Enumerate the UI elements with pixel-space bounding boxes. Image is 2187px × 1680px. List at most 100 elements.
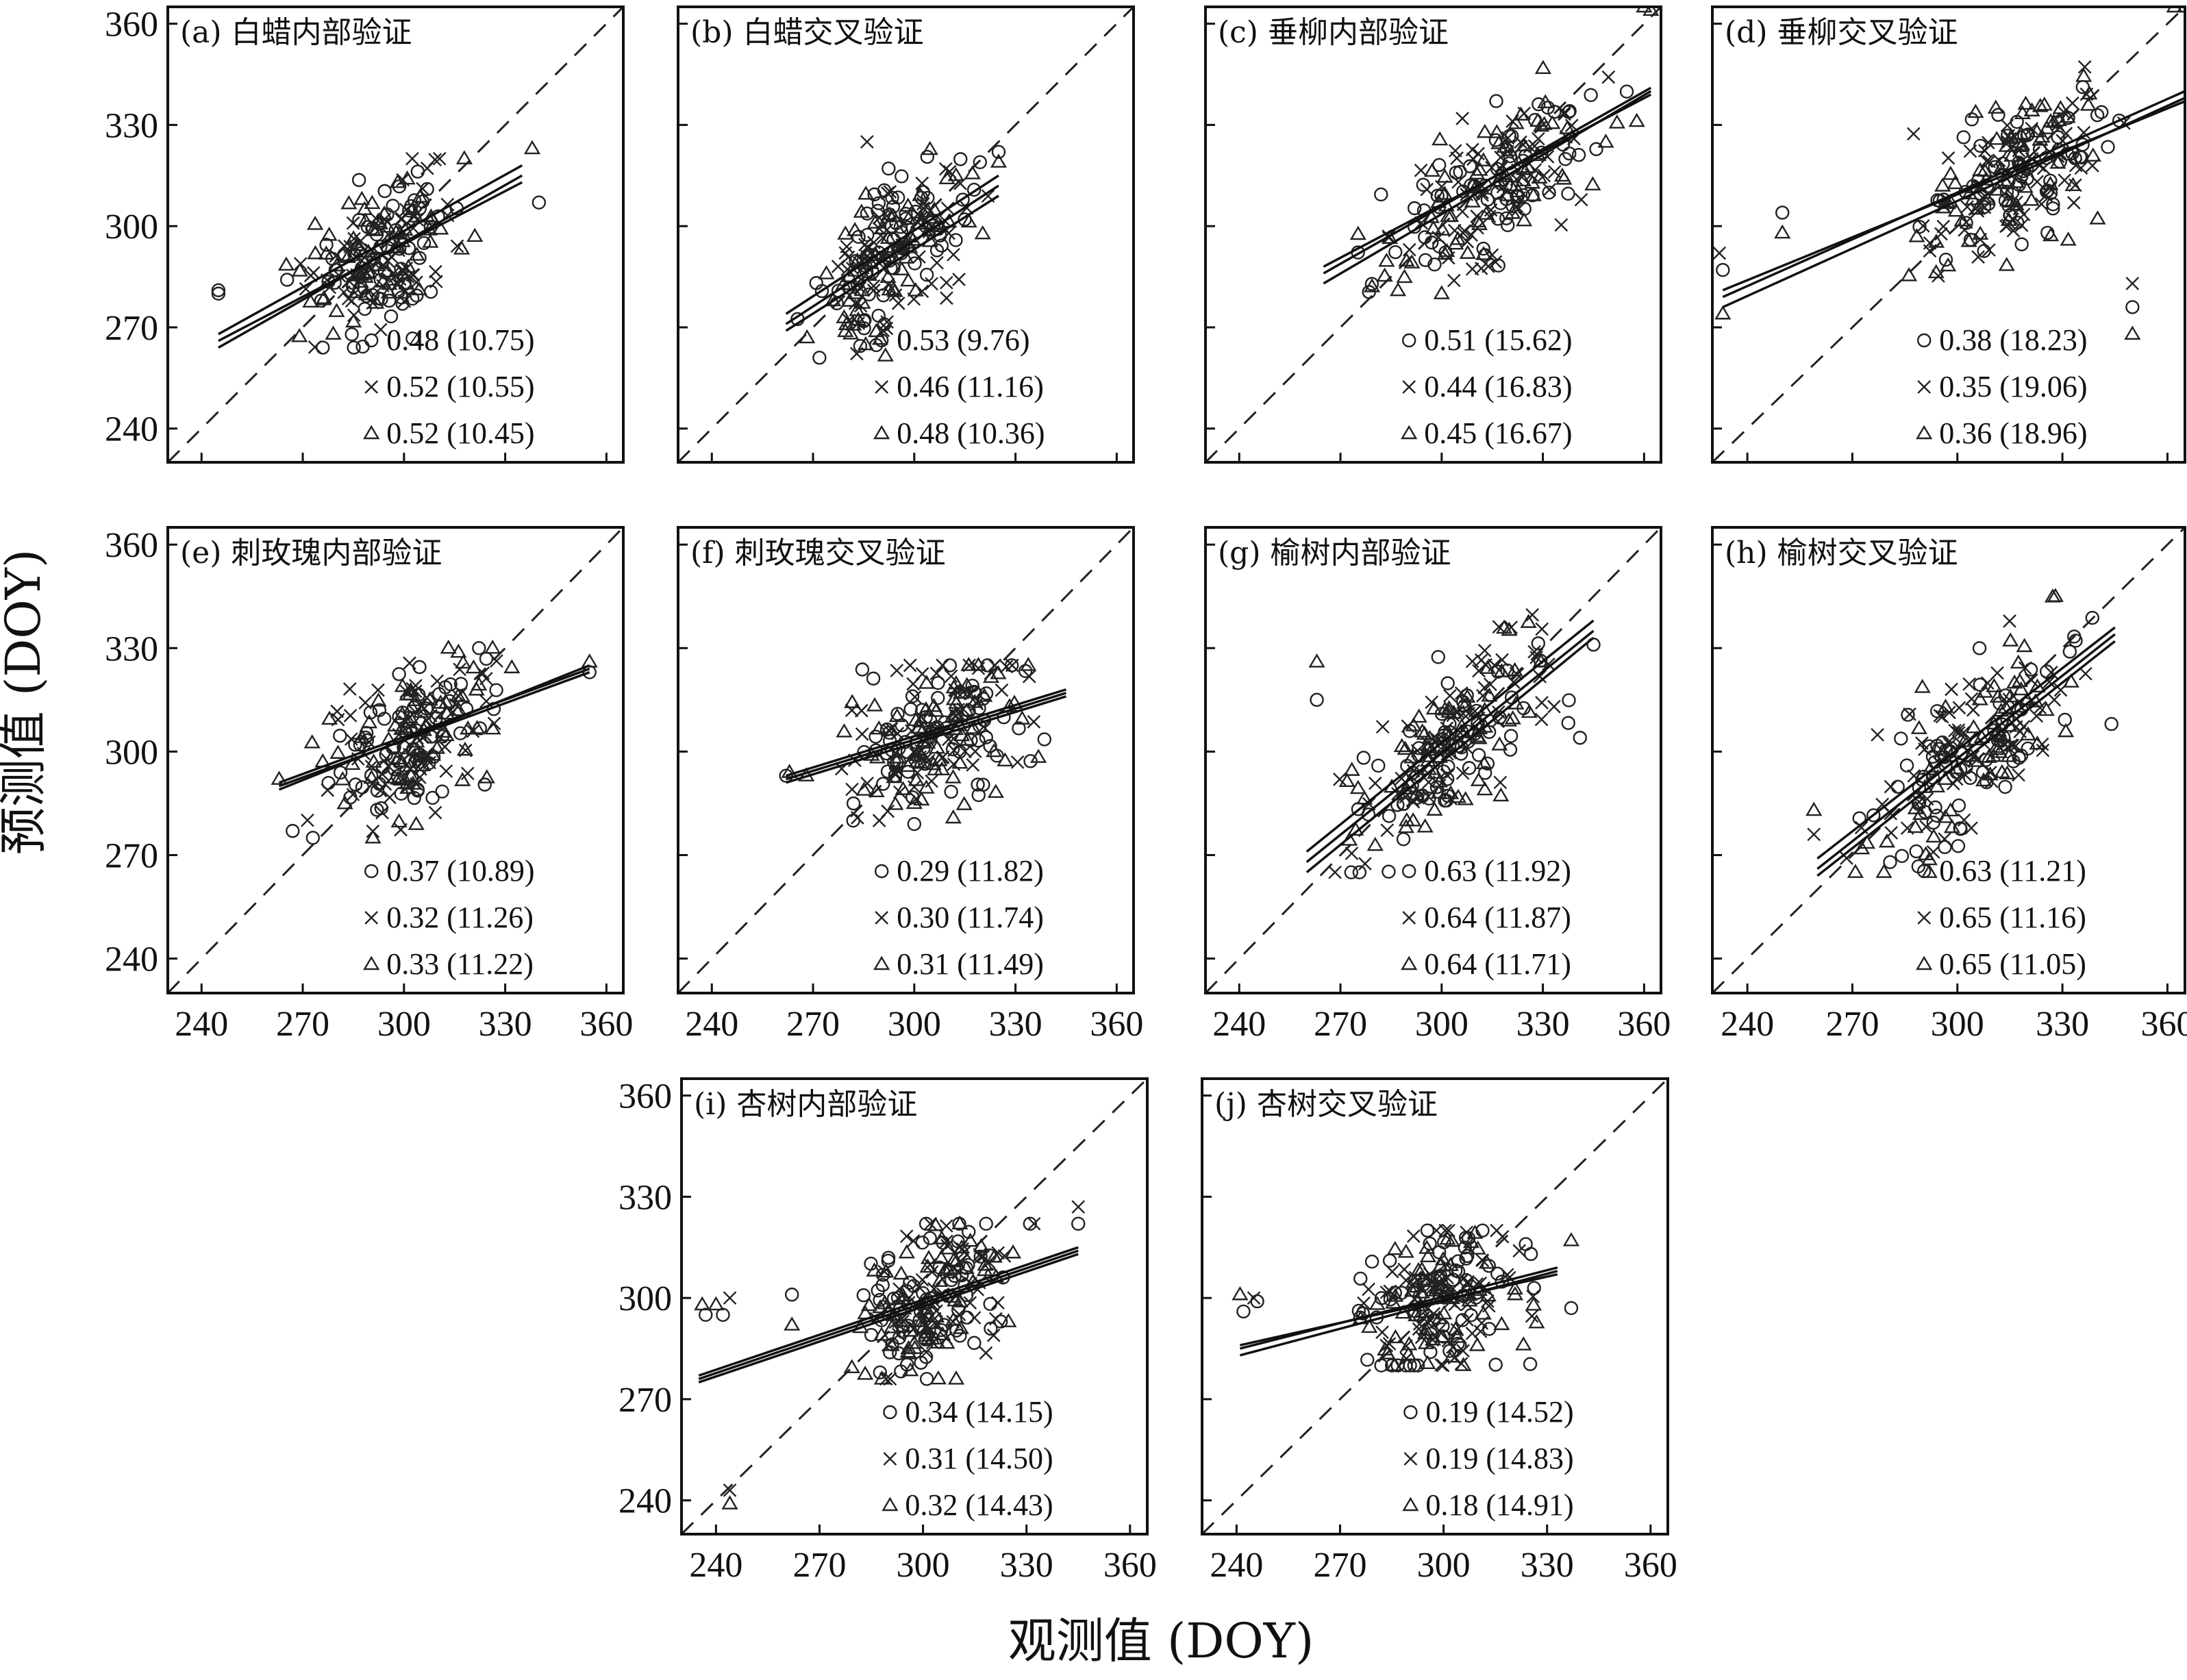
panel-c-fit-line-3 — [1323, 93, 1652, 268]
panel-h-triangle-point — [2019, 726, 2037, 741]
panel-g-cross-point — [1333, 773, 1347, 786]
panel-j-circle-point — [1459, 1272, 1473, 1288]
panel-j-cross-point — [1441, 1333, 1455, 1348]
panel-c-triangle-point — [1525, 187, 1542, 201]
panel-c-circle-point — [1364, 277, 1379, 291]
panel-c-triangle-point — [1436, 168, 1453, 183]
panel-c-cross-point — [1414, 216, 1428, 230]
panel-c-cross-point — [1494, 150, 1508, 164]
panel-h-triangle-point — [1937, 809, 1954, 823]
panel-i-triangle-point — [892, 1265, 910, 1280]
panel-i-circle-point — [899, 1284, 914, 1299]
panel-c-circle-point — [1480, 192, 1495, 207]
panel-d-triangle-point — [2016, 178, 2034, 193]
panel-e-y-tick-label: 300 — [105, 733, 158, 772]
panel-e-cross-point — [394, 823, 408, 837]
panel-c-circle-point — [1490, 186, 1505, 200]
panel-g-plot-area — [1205, 527, 1661, 993]
panel-g-cross-point — [1534, 712, 1549, 727]
panel-i-circle-point — [951, 1234, 965, 1249]
panel-c-cross-point — [1420, 182, 1434, 197]
panel-a-triangle-point — [325, 325, 342, 340]
panel-i-triangle-point — [860, 1296, 878, 1312]
panel-c-triangle-point — [1469, 165, 1486, 179]
panel-a-triangle-point — [321, 226, 338, 241]
panel-b-cross-point — [867, 236, 881, 249]
panel-c-triangle-point — [1597, 134, 1614, 148]
panel-c-legend-circle-point — [1401, 333, 1416, 348]
panel-b-cross-point — [939, 275, 953, 290]
panel-a-triangle-point — [453, 240, 471, 255]
panel-h-triangle-point — [1914, 679, 1931, 693]
panel-j-triangle-point — [1369, 1296, 1386, 1310]
panel-b-circle-point — [859, 264, 874, 279]
panel-c-circle-point — [1542, 185, 1556, 200]
panel-j-triangle-point — [1419, 1272, 1436, 1288]
panel-d-triangle-point — [1998, 257, 2015, 271]
panel-g-triangle-point — [1476, 701, 1493, 716]
panel-g-triangle-point — [1343, 762, 1360, 776]
panel-i-stat-x: 0.31 (14.50) — [905, 1442, 1053, 1475]
panel-e-triangle-point — [364, 829, 382, 844]
panel-d-cross-point — [1963, 144, 1977, 158]
panel-g-circle-point — [1471, 716, 1485, 731]
panel-c-cross-point — [1448, 223, 1462, 238]
panel-g-triangle-point — [1397, 740, 1414, 755]
panel-g-triangle-point — [1481, 687, 1498, 702]
panel-c-triangle-point — [1423, 162, 1440, 177]
panel-g-legend-circle-point — [1401, 864, 1416, 879]
panel-i-triangle-point — [912, 1313, 930, 1327]
panel-j-cross-point — [1423, 1312, 1437, 1327]
panel-j-x-tick-label: 360 — [1624, 1546, 1677, 1585]
panel-j-cross-point — [1425, 1281, 1439, 1295]
panel-j-x-tick-label: 330 — [1521, 1546, 1574, 1585]
panel-f-cross-point — [860, 777, 874, 790]
panel-h-cross-point — [1945, 682, 1958, 697]
panel-g-cross-point — [1465, 654, 1479, 668]
panel-e-outlier-circle-point — [286, 824, 300, 838]
panel-b-frame — [677, 5, 1135, 464]
panel-h-triangle-point — [1993, 764, 2011, 779]
panel-f-cross-point — [1027, 714, 1041, 729]
panel-a-fit-line-2 — [218, 164, 523, 336]
panel-b-circle-point — [908, 204, 923, 219]
panel-b-circle-point — [851, 229, 866, 245]
panel-e-plot-area — [168, 527, 623, 993]
panel-j-triangle-point — [1379, 1345, 1396, 1359]
panel-b-triangle-point — [859, 244, 876, 259]
panel-f-triangle-point — [987, 783, 1004, 799]
panel-i-triangle-point — [872, 1299, 889, 1314]
panel-g-fit-line-3 — [1305, 636, 1595, 874]
panel-j-cross-point — [1427, 1307, 1441, 1321]
panel-g-cross-point — [1375, 720, 1390, 734]
panel-f-triangle-point — [934, 761, 951, 775]
panel-e-triangle-point — [394, 677, 411, 692]
panel-g-outlier-triangle-point — [1308, 653, 1325, 668]
panel-i-circle-point — [890, 1290, 905, 1305]
panel-b-triangle-point — [899, 197, 916, 212]
panel-j-cross-point — [1379, 1286, 1394, 1299]
panel-f-triangle-point — [976, 688, 993, 702]
panel-c-cross-point — [1455, 205, 1469, 218]
panel-g-triangle-point — [1393, 738, 1410, 753]
panel-h-cross-point — [1884, 779, 1898, 794]
panel-a-cross-point — [410, 213, 425, 227]
panel-i-triangle-point — [973, 1238, 990, 1253]
panel-e-cross-point — [383, 790, 397, 805]
panel-e-circle-point — [412, 660, 427, 675]
panel-d-outlier-circle-point — [2125, 300, 2140, 314]
panel-g-circle-point — [1436, 736, 1451, 750]
panel-h-cross-point — [1919, 820, 1933, 833]
panel-b-triangle-point — [974, 225, 991, 240]
panel-g-cross-point — [1443, 689, 1457, 703]
panel-c-circle-point — [1493, 196, 1508, 210]
panel-b-legend-circle-point — [874, 333, 889, 348]
panel-a-cross-point — [432, 151, 447, 166]
panel-c-outlier-triangle-point — [1636, 7, 1653, 13]
panel-e-x-tick-label: 300 — [377, 1005, 431, 1044]
panel-f-triangle-point — [888, 749, 905, 764]
panel-i-cross-point — [986, 1328, 1001, 1342]
panel-j-circle-point — [1490, 1266, 1505, 1281]
panel-b-cross-point — [915, 176, 929, 190]
panel-b-circle-point — [908, 256, 922, 271]
